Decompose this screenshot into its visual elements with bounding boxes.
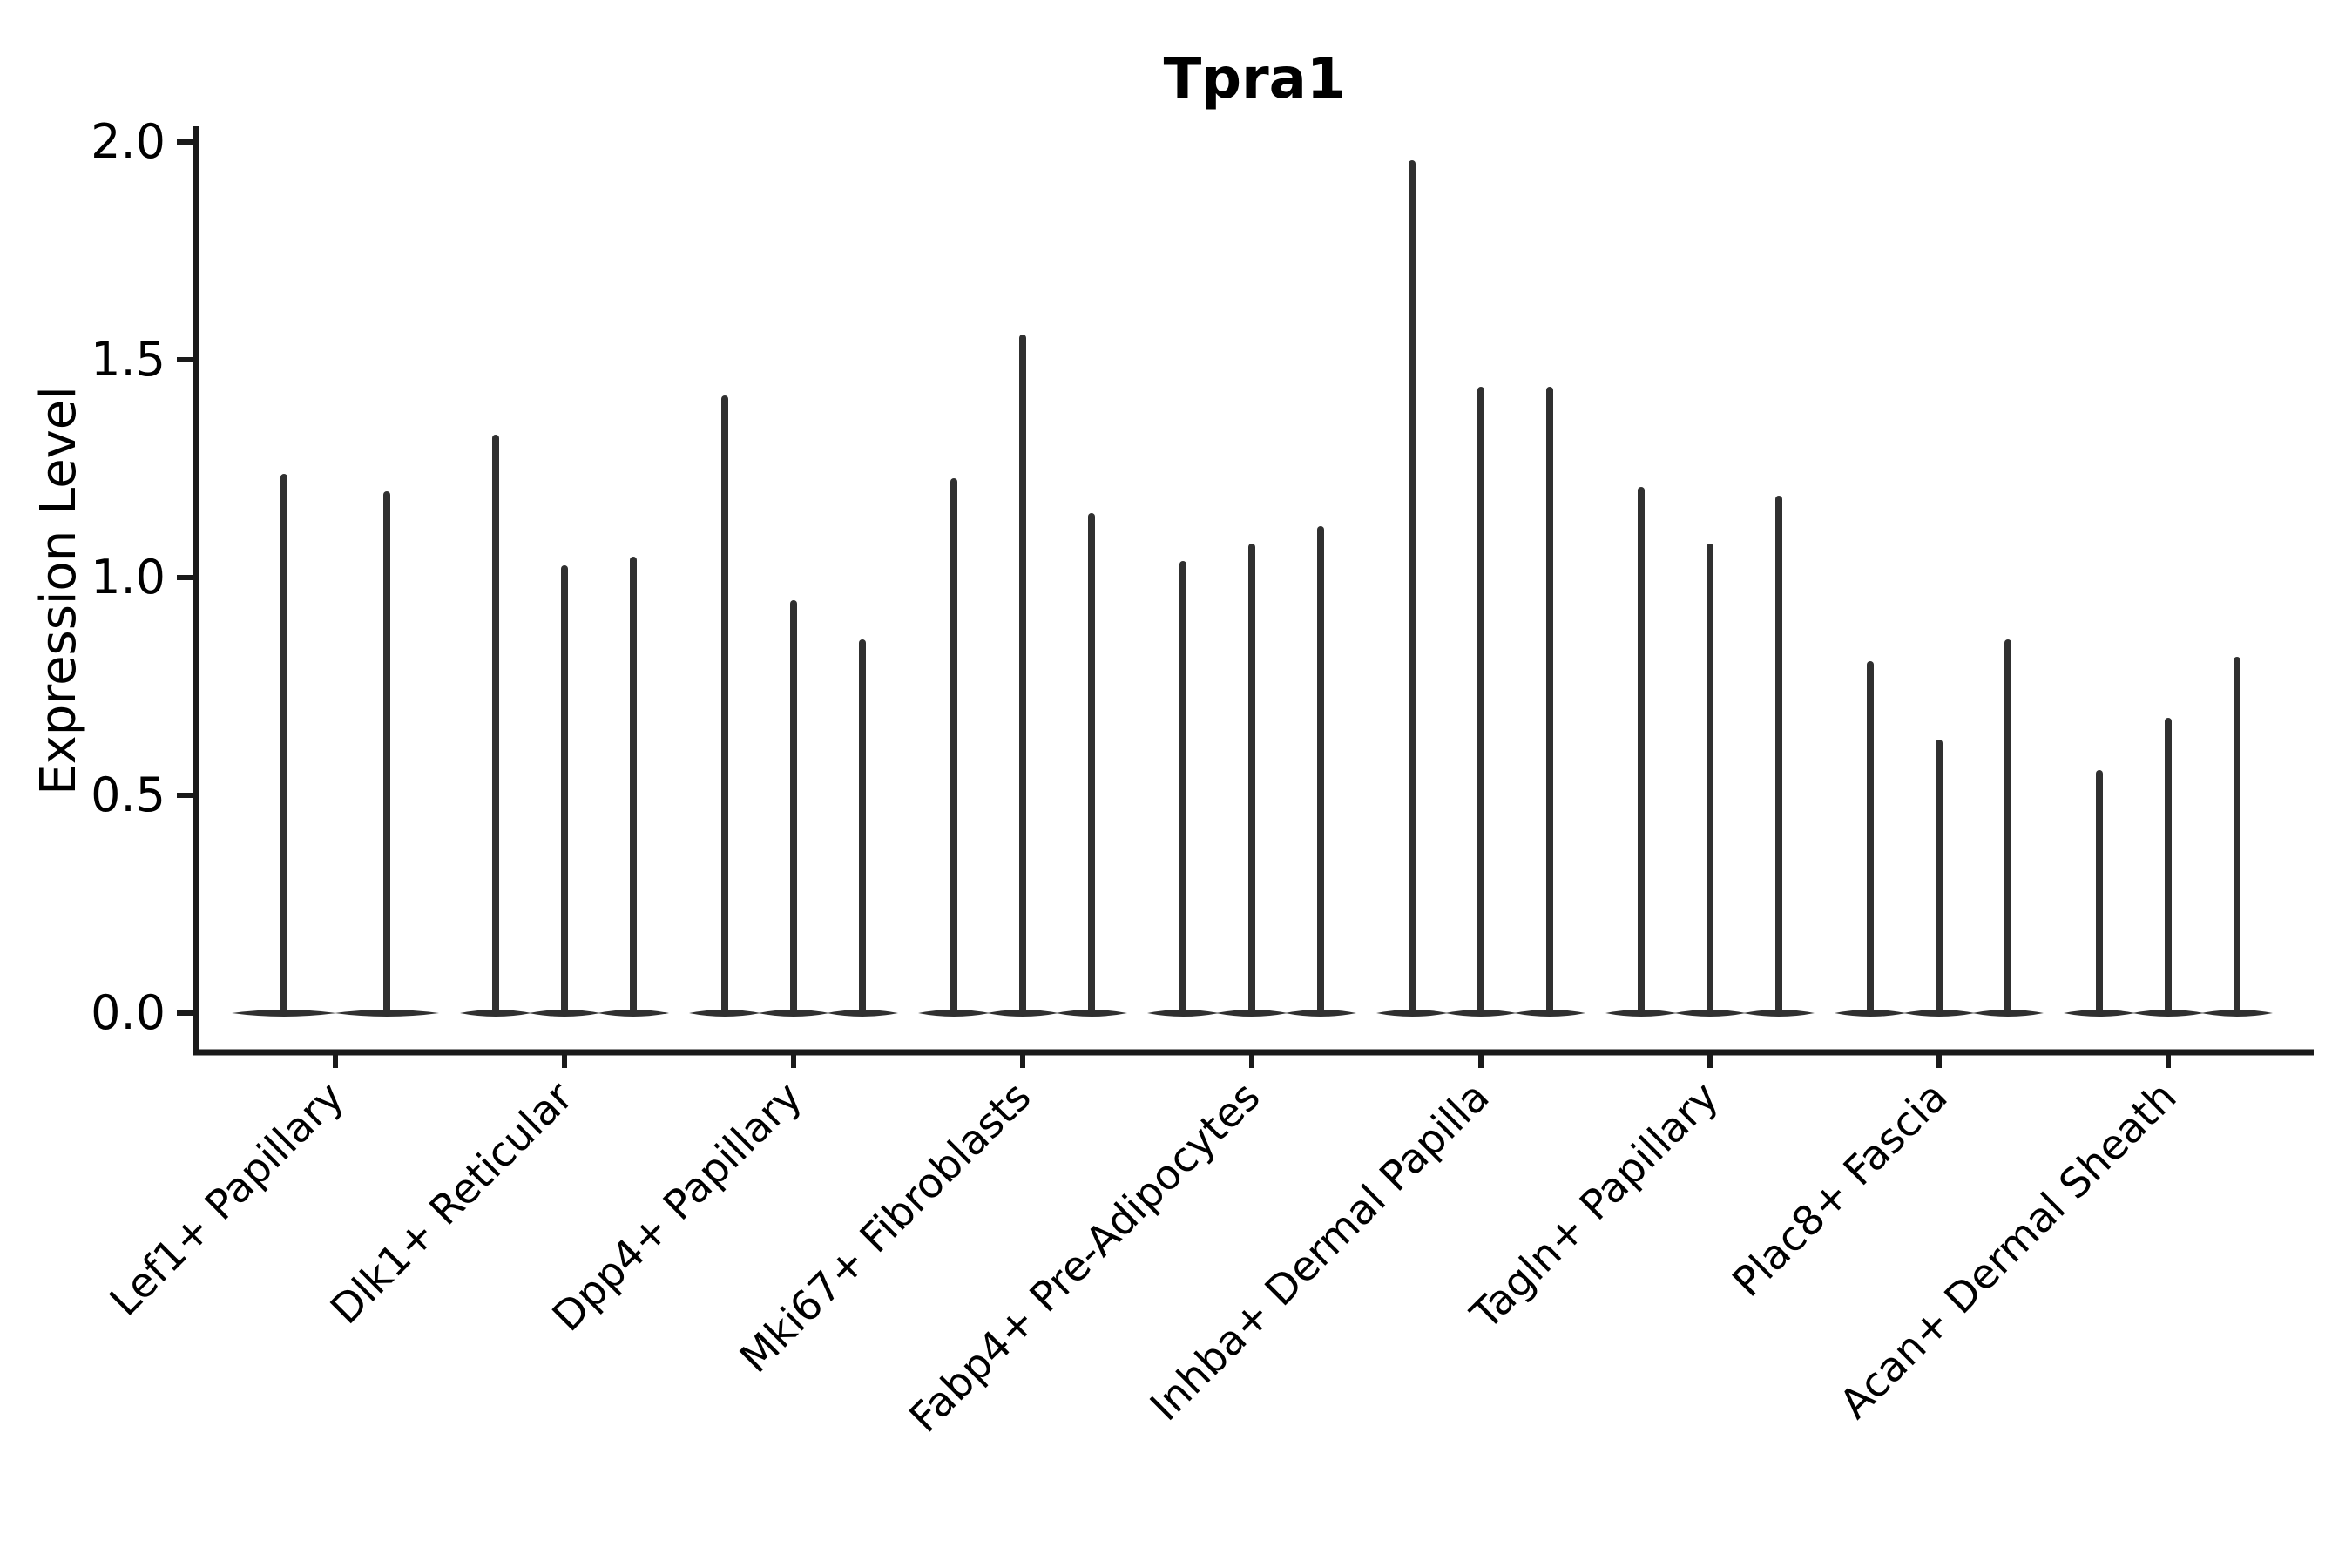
violins-layer	[232, 160, 2273, 1017]
y-axis-label: Expression Level	[30, 386, 87, 795]
x-tick-label: Dlk1+ Reticular	[321, 1072, 583, 1334]
x-tick-label: Dpp4+ Papillary	[544, 1073, 812, 1342]
y-tick-label: 2.0	[91, 114, 166, 169]
chart-title: Tpra1	[1164, 47, 1346, 112]
y-tick-label: 0.0	[91, 985, 166, 1040]
x-tick-label: Plac8+ Fascia	[1724, 1073, 1957, 1307]
x-tick-label: Lef1+ Papillary	[101, 1073, 354, 1326]
y-tick-label: 1.0	[91, 550, 166, 605]
y-ticks-layer: 0.0 0.5 1.0 1.5 2.0	[91, 114, 196, 1040]
x-tick-label: Tagln+ Papillary	[1462, 1073, 1728, 1340]
y-tick-label: 1.5	[91, 332, 166, 387]
y-tick-label: 0.5	[91, 767, 166, 822]
